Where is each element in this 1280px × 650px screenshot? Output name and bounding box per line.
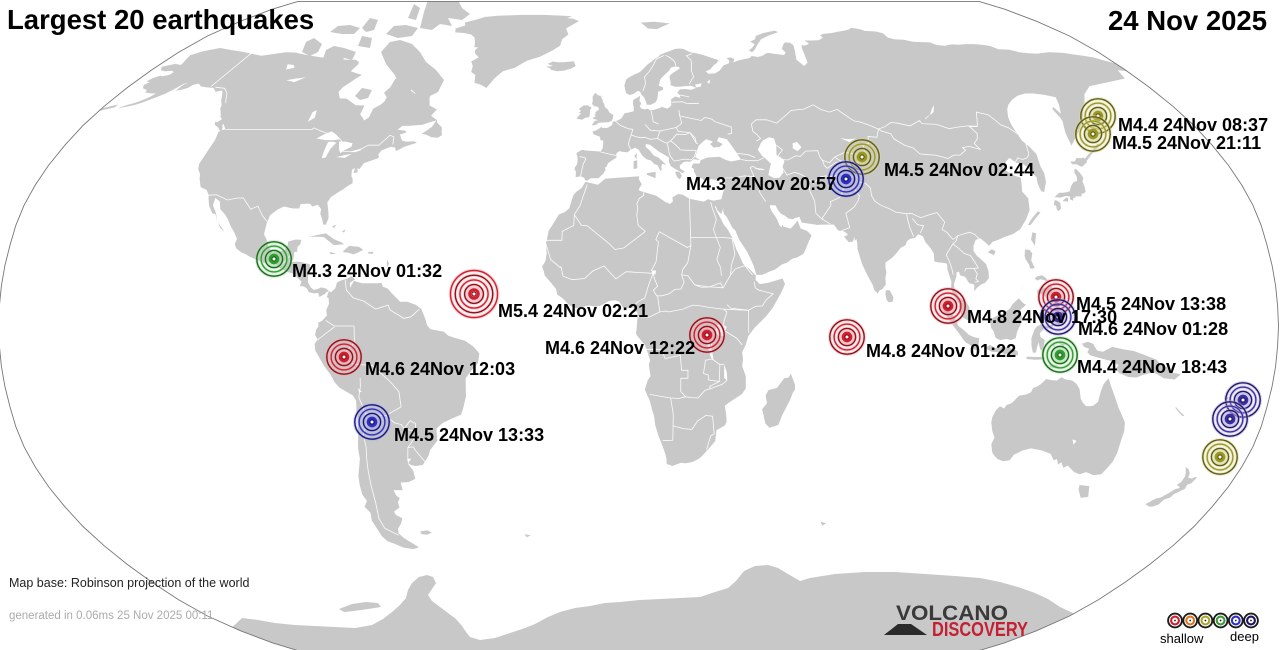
svg-text:VOLCANO: VOLCANO	[896, 602, 1008, 625]
svg-text:M4.3 24Nov 01:32: M4.3 24Nov 01:32	[292, 261, 442, 281]
svg-text:24 Nov 2025: 24 Nov 2025	[1108, 5, 1267, 36]
svg-text:M4.6 24Nov 01:28: M4.6 24Nov 01:28	[1078, 319, 1228, 339]
svg-text:M4.6 24Nov 12:03: M4.6 24Nov 12:03	[365, 359, 515, 379]
svg-text:M4.5 24Nov 13:33: M4.5 24Nov 13:33	[394, 425, 544, 445]
svg-text:M4.8 24Nov 17:30: M4.8 24Nov 17:30	[967, 307, 1117, 327]
svg-text:Largest 20 earthquakes: Largest 20 earthquakes	[7, 4, 314, 35]
svg-text:deep: deep	[1230, 629, 1259, 644]
svg-text:M4.5 24Nov 02:44: M4.5 24Nov 02:44	[884, 160, 1034, 180]
svg-text:M4.3 24Nov 20:57: M4.3 24Nov 20:57	[686, 174, 836, 194]
svg-text:M4.8 24Nov 01:22: M4.8 24Nov 01:22	[866, 341, 1016, 361]
svg-text:M4.5 24Nov 21:11: M4.5 24Nov 21:11	[1112, 133, 1261, 153]
svg-text:M4.4 24Nov 18:43: M4.4 24Nov 18:43	[1077, 357, 1227, 377]
svg-text:Map base: Robinson projection: Map base: Robinson projection of the wor…	[9, 576, 249, 590]
svg-text:M4.5 24Nov 13:38: M4.5 24Nov 13:38	[1076, 294, 1226, 314]
svg-text:generated in 0.06ms 25 Nov 202: generated in 0.06ms 25 Nov 2025 00:11	[9, 610, 213, 622]
svg-text:shallow: shallow	[1160, 631, 1204, 646]
svg-text:M4.6 24Nov 12:22: M4.6 24Nov 12:22	[545, 338, 695, 358]
svg-text:M5.4 24Nov 02:21: M5.4 24Nov 02:21	[498, 301, 648, 321]
svg-text:DISCOVERY: DISCOVERY	[932, 619, 1029, 641]
svg-text:M4.4 24Nov 08:37: M4.4 24Nov 08:37	[1118, 115, 1268, 135]
